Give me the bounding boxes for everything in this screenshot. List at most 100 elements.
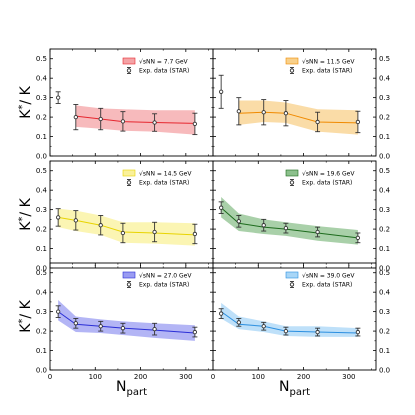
y-axis-title-rest: / K: [18, 197, 34, 216]
exp-data-point: [236, 317, 242, 327]
exp-data-point: [315, 226, 321, 238]
legend-marker: [126, 180, 132, 185]
exp-marker: [192, 121, 198, 127]
y-tick-label: 0.5: [36, 269, 47, 277]
panel-frame: [212, 48, 377, 157]
y-tick-label: 0.4: [379, 289, 391, 297]
legend-swatch: [285, 271, 299, 279]
y-axis-title: K*/ K: [17, 85, 34, 118]
exp-data-point: [283, 222, 289, 234]
x-tick-label: 300: [179, 373, 192, 381]
exp-data-point: [261, 321, 267, 331]
panel-4: 0.0 0.1 0.2 0.3 0.4 0.5 √sNN = 19.6 GeV Exp. da…: [212, 160, 391, 272]
legend-marker: [289, 282, 295, 287]
model-band: [221, 302, 358, 337]
exp-marker: [355, 119, 361, 125]
legend: √sNN = 14.5 GeV Exp. data (STAR): [122, 169, 192, 187]
panel-frame: [212, 160, 377, 269]
x-tick-label: 0: [48, 373, 52, 381]
exp-marker: [120, 230, 126, 236]
x-tick-label: 200: [134, 373, 147, 381]
y-axis-title-rest: / K: [18, 299, 34, 318]
exp-data-point: [55, 208, 61, 227]
exp-data-point: [73, 317, 79, 329]
exp-data-point: [283, 100, 289, 127]
exp-marker: [261, 223, 266, 228]
y-axis-title-sup: *: [17, 319, 28, 324]
exp-data-point: [55, 305, 61, 318]
y-tick-label: 0.5: [36, 55, 47, 63]
model-line: [220, 207, 358, 239]
legend-swatch: [122, 271, 136, 279]
model-band: [75, 105, 195, 135]
legend-marker: [126, 68, 132, 73]
exp-marker: [236, 219, 241, 224]
exp-marker: [218, 205, 224, 210]
panel-6: 0 100 200 300 0.0 0.1 0.2 0.3 0.4 0.5 √sNN = 39.0 …: [211, 262, 391, 381]
legend-model-label: √sNN = 14.5 GeV: [139, 171, 192, 178]
exp-data-point: [355, 232, 361, 244]
y-tick-label: 0.1: [379, 133, 390, 141]
legend-model-label: √sNN = 39.0 GeV: [302, 273, 355, 280]
y-tick-label: 0.1: [379, 245, 390, 253]
legend-marker: [289, 180, 295, 185]
x-axis-title-sub: part: [126, 387, 147, 398]
exp-data-point: [73, 103, 79, 131]
exp-data-point: [192, 112, 198, 136]
y-tick-label: 0.2: [36, 327, 47, 335]
y-tick-label: 0.0: [379, 264, 390, 272]
panel-5: 0 100 200 300 0.0 0.1 0.2 0.3 0.4 0.5 √sNN = 27.0 …: [36, 262, 214, 381]
panel-frame: [212, 262, 377, 371]
x-tick-label: 100: [252, 373, 265, 381]
exp-data-point: [236, 97, 242, 126]
legend-swatch: [122, 57, 136, 65]
y-axis-title-base: K: [18, 221, 34, 231]
exp-data-point: [152, 113, 158, 132]
legend-data-label: Exp. data (STAR): [139, 180, 189, 187]
exp-marker: [73, 114, 78, 120]
exp-data-point: [283, 326, 289, 336]
exp-data-point: [152, 221, 158, 243]
x-tick-label: 0: [211, 373, 215, 381]
exp-marker: [355, 329, 361, 335]
exp-marker: [56, 309, 61, 314]
exp-marker: [152, 326, 157, 332]
legend: √sNN = 7.7 GeV Exp. data (STAR): [122, 57, 189, 75]
y-tick-label: 0.2: [379, 225, 390, 233]
exp-marker: [98, 116, 103, 122]
y-tick-label: 0.1: [36, 245, 47, 253]
y-tick-label: 0.1: [36, 133, 47, 141]
exp-marker: [261, 110, 266, 115]
exp-marker: [315, 229, 320, 235]
exp-marker: [355, 235, 361, 240]
y-tick-label: 0.0: [36, 264, 47, 272]
y-tick-label: 0.0: [36, 152, 47, 160]
exp-marker: [283, 225, 289, 231]
y-tick-label: 0.0: [379, 152, 390, 160]
exp-marker: [283, 328, 289, 334]
legend-data-label: Exp. data (STAR): [302, 68, 352, 75]
exp-data-point: [120, 322, 126, 334]
y-tick-label: 0.5: [36, 167, 47, 175]
y-tick-label: 0.0: [379, 366, 390, 374]
y-tick-label: 0.2: [379, 113, 390, 121]
y-tick-label: 0.0: [36, 366, 47, 374]
panel-2: 0.0 0.1 0.2 0.3 0.4 0.5 √sNN = 11.5 GeV Exp. da…: [212, 48, 391, 160]
exp-marker: [218, 311, 224, 316]
legend-data-label: Exp. data (STAR): [139, 282, 189, 289]
exp-marker: [283, 111, 289, 116]
y-tick-label: 0.2: [36, 225, 47, 233]
exp-data-point: [218, 201, 224, 214]
exp-marker: [98, 324, 103, 329]
exp-marker: [120, 119, 126, 124]
legend-data-label: Exp. data (STAR): [302, 282, 352, 289]
exp-marker: [315, 119, 320, 125]
exp-data-point: [315, 327, 321, 337]
y-tick-label: 0.3: [36, 206, 47, 214]
y-tick-label: 0.5: [379, 269, 390, 277]
y-axis-title: K*/ K: [17, 299, 34, 332]
exp-data-point: [355, 110, 361, 134]
legend: √sNN = 27.0 GeV Exp. data (STAR): [122, 271, 192, 289]
panel-3: 0.0 0.1 0.2 0.3 0.4 0.5 √sNN = 14.5 GeV Exp. da…: [36, 160, 214, 272]
